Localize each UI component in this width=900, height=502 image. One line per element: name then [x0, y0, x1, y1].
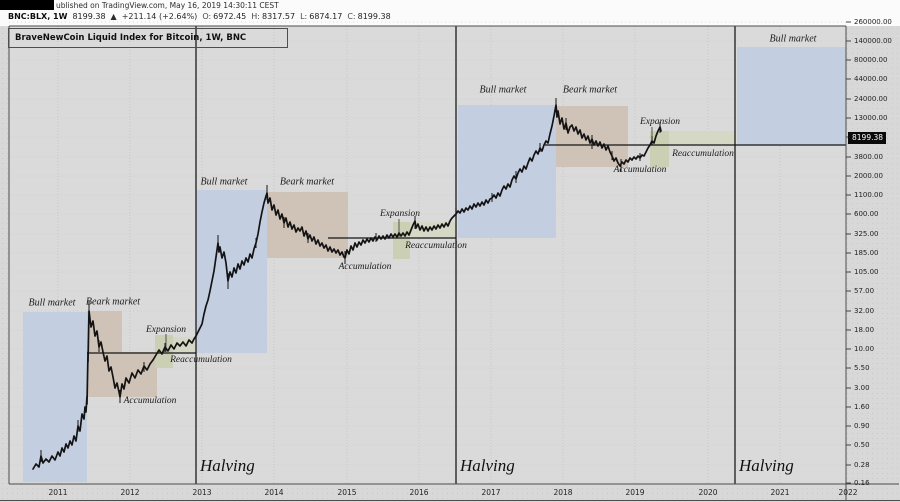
- price-series-path: [32, 104, 662, 470]
- chart-legend-title: BraveNewCoin Liquid Index for Bitcoin, 1…: [8, 28, 288, 48]
- price-axis-label: 1100.00: [854, 191, 883, 199]
- expansion-3-zone: [650, 131, 669, 167]
- expansion-1-zone: [155, 335, 173, 368]
- time-axis-label: 2019: [625, 488, 645, 497]
- time-axis-label: 2021: [770, 488, 790, 497]
- price-axis-label: 185.00: [854, 249, 879, 257]
- price-axis-label: 44000.00: [854, 75, 888, 83]
- bear-2-zone: [267, 192, 348, 258]
- bull-market-label: Bull market: [479, 84, 527, 96]
- beark-market-label: Beark market: [85, 296, 141, 308]
- open-label: O:: [202, 12, 212, 21]
- price-axis-label: 0.16: [854, 479, 870, 487]
- price-axis-label: 24000.00: [854, 95, 888, 103]
- price-axis-label: 0.50: [854, 441, 870, 449]
- accumulation-label: Accumulation: [338, 262, 392, 272]
- time-axis[interactable]: [0, 485, 846, 500]
- price-axis[interactable]: [847, 26, 900, 500]
- price-axis-label: 80000.00: [854, 56, 888, 64]
- low-value: 6874.17: [309, 12, 343, 21]
- reaccumulation-label: Reaccumulation: [672, 149, 734, 159]
- time-axis-label: 2012: [120, 488, 140, 497]
- bull-3-zone: [458, 105, 556, 238]
- change-up-icon: ▲: [110, 12, 117, 21]
- high-label: H:: [251, 12, 260, 21]
- price-axis-label: 0.28: [854, 461, 870, 469]
- time-axis-label: 2011: [48, 488, 68, 497]
- time-axis-label: 2015: [337, 488, 357, 497]
- price-axis-label: 3.00: [854, 384, 870, 392]
- accumulation-label: Accumulation: [613, 165, 667, 175]
- price-axis-label: 600.00: [854, 210, 879, 218]
- header-strip: ublished on TradingView.com, May 16, 201…: [0, 0, 900, 26]
- price-axis-label: 1.60: [854, 403, 870, 411]
- bull-market-label: Bull market: [200, 176, 248, 188]
- close-label: C:: [347, 12, 356, 21]
- bull-4-zone: [737, 47, 846, 145]
- time-axis-label: 2014: [264, 488, 284, 497]
- price-axis-label: 10.00: [854, 345, 875, 353]
- price-axis-label: 3800.00: [854, 153, 883, 161]
- beark-market-label: Beark market: [279, 176, 335, 188]
- reaccumulation-label: Reaccumulation: [405, 241, 467, 251]
- price-axis-label: 140000.00: [854, 37, 892, 45]
- time-axis-label: 2017: [481, 488, 501, 497]
- expansion-2-zone: [393, 222, 410, 259]
- last-price-tag: 8199.38: [848, 132, 887, 144]
- price-axis-label: 13000.00: [854, 114, 888, 122]
- expansion-label: Expansion: [639, 117, 681, 127]
- time-axis-label: 2016: [409, 488, 429, 497]
- beark-market-label: Beark market: [562, 84, 618, 96]
- low-label: L:: [300, 12, 308, 21]
- bull-market-label: Bull market: [28, 297, 76, 309]
- accumulation-label: Accumulation: [123, 396, 177, 406]
- plot-background: [9, 26, 846, 484]
- price-axis-label: 18.00: [854, 326, 875, 334]
- close-value: 8199.38: [357, 12, 391, 21]
- price-axis-label: 0.90: [854, 422, 870, 430]
- price-axis-label: 2000.00: [854, 172, 883, 180]
- time-axis-label: 2022: [838, 488, 858, 497]
- expansion-label: Expansion: [145, 325, 187, 335]
- change-value: +211.14 (+2.64%): [121, 12, 198, 21]
- accumulation-1-zone: [122, 352, 157, 397]
- symbol-label: BNC:BLX, 1W: [8, 12, 68, 21]
- price-axis-label: 57.00: [854, 287, 875, 295]
- published-line: ublished on TradingView.com, May 16, 201…: [56, 1, 279, 10]
- time-axis-label: 2013: [192, 488, 212, 497]
- halving-label: Halving: [200, 456, 255, 475]
- last-price: 8199.38: [72, 12, 106, 21]
- halving-label: Halving: [460, 456, 515, 475]
- time-axis-label: 2020: [698, 488, 718, 497]
- price-axis-label: 5.50: [854, 364, 870, 372]
- bull-2-zone: [196, 190, 267, 353]
- price-axis-label: 32.00: [854, 307, 875, 315]
- halving-label: Halving: [739, 456, 794, 475]
- price-axis-label: 325.00: [854, 230, 879, 238]
- bull-market-label: Bull market: [769, 33, 817, 45]
- price-axis-label: 105.00: [854, 268, 879, 276]
- bull-1-zone: [23, 312, 87, 482]
- expansion-label: Expansion: [379, 209, 421, 219]
- symbol-ohlc-line: BNC:BLX, 1W 8199.38 ▲ +211.14 (+2.64%) O…: [8, 12, 391, 21]
- reaccumulation-3-zone: [669, 131, 735, 145]
- price-axis-label: 260000.00: [854, 18, 892, 26]
- high-value: 8317.57: [261, 12, 296, 21]
- reaccumulation-label: Reaccumulation: [170, 355, 232, 365]
- open-value: 6972.45: [213, 12, 247, 21]
- redacted-box: [0, 0, 54, 10]
- time-axis-label: 2018: [553, 488, 573, 497]
